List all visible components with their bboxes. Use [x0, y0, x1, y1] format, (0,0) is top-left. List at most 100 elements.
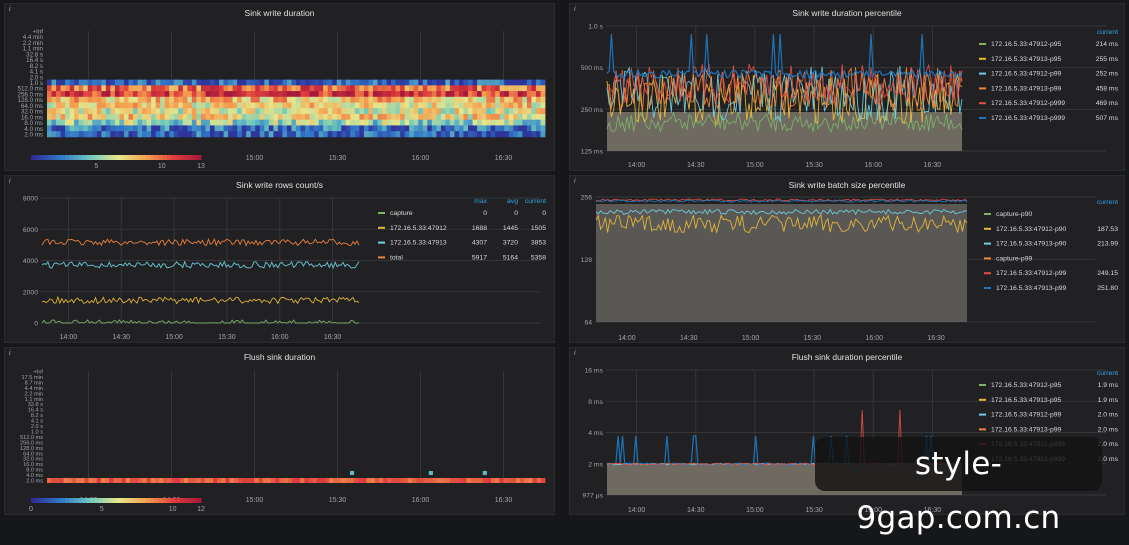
- heatmap-cell: [182, 108, 188, 115]
- heatmap-cell: [486, 131, 492, 138]
- x-tick-label: 15:30: [329, 155, 347, 162]
- color-scale-swatch: [120, 155, 125, 160]
- heatmap-cell: [277, 125, 283, 132]
- y-bucket-label: 4.4 min: [23, 34, 44, 41]
- heatmap-cell: [268, 102, 274, 109]
- heatmap-cell: [341, 131, 347, 138]
- y-bucket-label: 1.0 s: [30, 80, 43, 87]
- panel-info-icon[interactable]: i: [9, 6, 11, 13]
- heatmap-cell: [400, 96, 406, 103]
- heatmap-cell: [386, 131, 392, 138]
- heatmap-cell: [250, 79, 256, 86]
- y-tick-label: 2 ms: [588, 461, 603, 468]
- heatmap-cell: [291, 91, 297, 98]
- panel-title[interactable]: Sink write rows count/s: [236, 180, 323, 190]
- heatmap-cell: [114, 91, 120, 98]
- legend-value: 1505: [531, 225, 546, 232]
- heatmap-cell: [526, 102, 532, 109]
- heatmap-cell: [535, 79, 541, 86]
- heatmap-cell: [268, 79, 274, 86]
- color-scale-swatch: [56, 155, 62, 160]
- heatmap-cell: [499, 85, 505, 92]
- heatmap-cell: [151, 108, 157, 115]
- heatmap-cell: [413, 119, 419, 126]
- panel-title[interactable]: Flush sink duration percentile: [791, 352, 903, 362]
- heatmap-cell: [151, 91, 157, 98]
- heatmap-cell: [454, 91, 460, 98]
- heatmap-cell: [495, 113, 501, 121]
- panel-sink-write-rows-count: i Sink write rows count/s 8000 6000 4000 20…: [4, 175, 555, 343]
- color-scale-swatch: [56, 498, 62, 503]
- heatmap-cell: [151, 85, 157, 92]
- heatmap-cell: [422, 96, 428, 103]
- panel-info-icon[interactable]: i: [574, 350, 576, 357]
- panel-info-icon[interactable]: i: [9, 178, 11, 185]
- heatmap-cell: [327, 119, 333, 126]
- heatmap-cell: [146, 79, 152, 86]
- heatmap-cell: [413, 96, 419, 103]
- heatmap-cell: [508, 131, 514, 138]
- heatmap-cell: [427, 79, 433, 86]
- heatmap-cell: [354, 85, 360, 92]
- heatmap-cell: [466, 478, 471, 483]
- heatmap-cell: [531, 96, 537, 103]
- heatmap-cell: [327, 79, 333, 86]
- panel-info-icon[interactable]: i: [574, 178, 576, 185]
- heatmap-cell: [155, 85, 161, 92]
- heatmap-cell: [314, 79, 320, 86]
- heatmap-cell: [350, 85, 356, 92]
- heatmap-cell: [490, 79, 496, 86]
- heatmap-cell: [336, 79, 342, 86]
- heatmap-cell: [160, 108, 166, 115]
- heatmap-cell: [540, 131, 546, 138]
- heatmap-cell: [205, 91, 211, 98]
- heatmap-cell: [133, 102, 138, 109]
- panel-title[interactable]: Sink write duration: [244, 8, 315, 18]
- heatmap-cell: [74, 85, 80, 92]
- heatmap-cell: [232, 79, 238, 86]
- color-scale-swatch: [77, 155, 83, 160]
- heatmap-cell: [277, 85, 283, 92]
- heatmap-cell: [358, 478, 363, 483]
- heatmap-cell: [74, 108, 80, 115]
- color-scale-swatch: [111, 498, 117, 503]
- heatmap-cell: [196, 108, 202, 115]
- heatmap-cell: [517, 119, 523, 126]
- color-scale-swatch: [90, 498, 96, 503]
- legend-swatch: [979, 117, 986, 119]
- heatmap-cell: [472, 85, 478, 92]
- heatmap-cell: [386, 113, 392, 121]
- heatmap-cell: [436, 96, 442, 103]
- heatmap-cell: [119, 85, 125, 92]
- heatmap-cell: [74, 96, 80, 103]
- heatmap-cell: [449, 102, 455, 109]
- heatmap-cell: [268, 91, 274, 98]
- heatmap-cell: [271, 478, 276, 483]
- heatmap-cell: [178, 102, 184, 109]
- heatmap-cell: [359, 102, 365, 109]
- heatmap-cell: [178, 108, 184, 115]
- heatmap-cell: [409, 79, 415, 86]
- panel-info-icon[interactable]: i: [9, 350, 11, 357]
- heatmap-cell: [173, 96, 179, 103]
- heatmap-cell: [504, 96, 510, 103]
- panel-info-icon[interactable]: i: [574, 6, 576, 13]
- heatmap-cell: [47, 119, 52, 126]
- panel-title[interactable]: Sink write duration percentile: [792, 8, 902, 18]
- y-bucket-label: 32.0 ms: [21, 109, 43, 116]
- heatmap-cell: [56, 96, 61, 103]
- heatmap-cell: [155, 102, 161, 109]
- heatmap-cell: [237, 119, 243, 126]
- heatmap-cell: [87, 108, 93, 115]
- legend-value: 4307: [472, 240, 487, 247]
- panel-title[interactable]: Flush sink duration: [243, 352, 316, 362]
- legend-swatch: [984, 227, 991, 230]
- panel-title[interactable]: Sink write batch size percentile: [788, 180, 906, 190]
- heatmap-cell: [182, 91, 188, 98]
- heatmap-cell: [105, 85, 111, 92]
- series-line: [606, 73, 963, 125]
- heatmap-cell: [246, 85, 252, 92]
- heatmap-cell: [540, 478, 546, 483]
- heatmap-cell: [495, 125, 501, 132]
- heatmap-cell: [142, 79, 147, 86]
